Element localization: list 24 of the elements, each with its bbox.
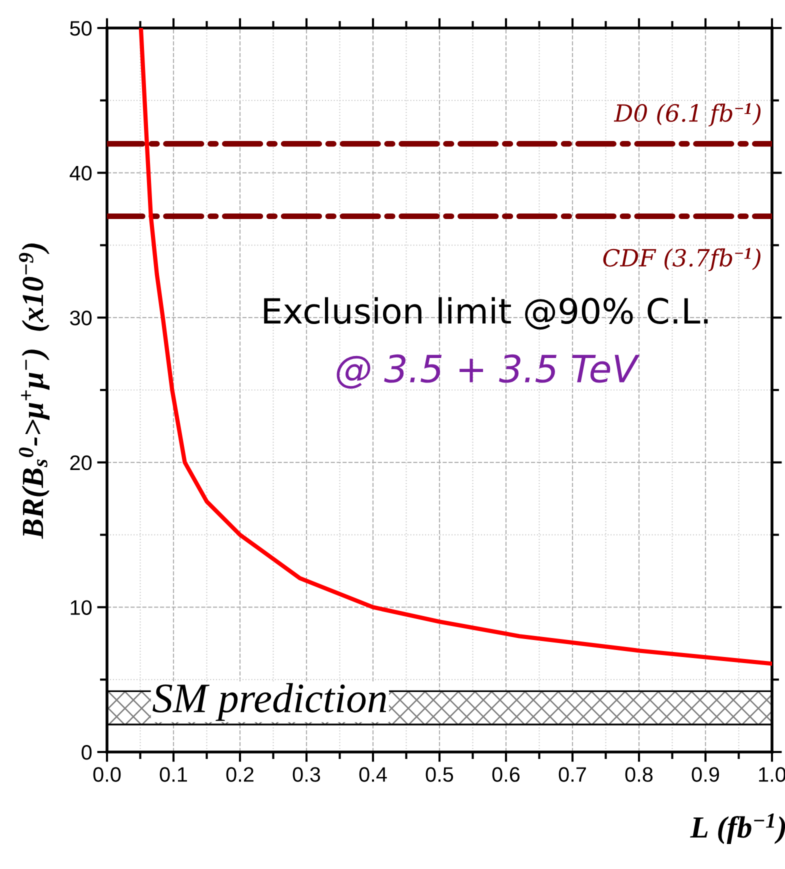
ref-line-label: CDF (3.7fb$^{−1}$)	[603, 248, 760, 272]
x-tick-label: 0.1	[160, 767, 187, 782]
x-tick-label: 0.7	[558, 767, 586, 782]
x-axis-title: L (fb$^{−1}$)	[690, 814, 785, 844]
y-tick-label: 10	[70, 600, 92, 615]
ref-line-label: D0 (6.1 fb$^{−1}$)	[614, 103, 761, 126]
annotation: @ 3.5 + 3.5 TeV	[336, 354, 640, 389]
x-tick-label: 0.2	[226, 767, 254, 782]
y-tick-label: 0	[82, 745, 92, 760]
y-tick-label: 40	[70, 166, 92, 181]
line-series	[138, 28, 772, 666]
x-tick-label: 0.4	[359, 767, 387, 782]
y-tick-label: 30	[70, 310, 92, 326]
text: BR(B$_{s}$$^{0}$->μ$^{+}$μ$^{−}$) (x10$^{−9}$)	[18, 244, 50, 539]
x-tick-label: 0.8	[625, 767, 653, 782]
x-tick-label: 0.3	[292, 767, 320, 782]
x-tick-label: 0.6	[492, 767, 520, 782]
x-tick-label: 0.5	[426, 767, 454, 782]
y-tick-label: 20	[70, 455, 92, 470]
x-tick-label: 0.0	[93, 767, 121, 782]
x-tick-label: 0.9	[692, 767, 719, 782]
y-tick-label: 50	[70, 21, 92, 36]
band-label: SM prediction	[152, 683, 386, 721]
annotation: Exclusion limit @90% C.L.	[264, 297, 708, 330]
